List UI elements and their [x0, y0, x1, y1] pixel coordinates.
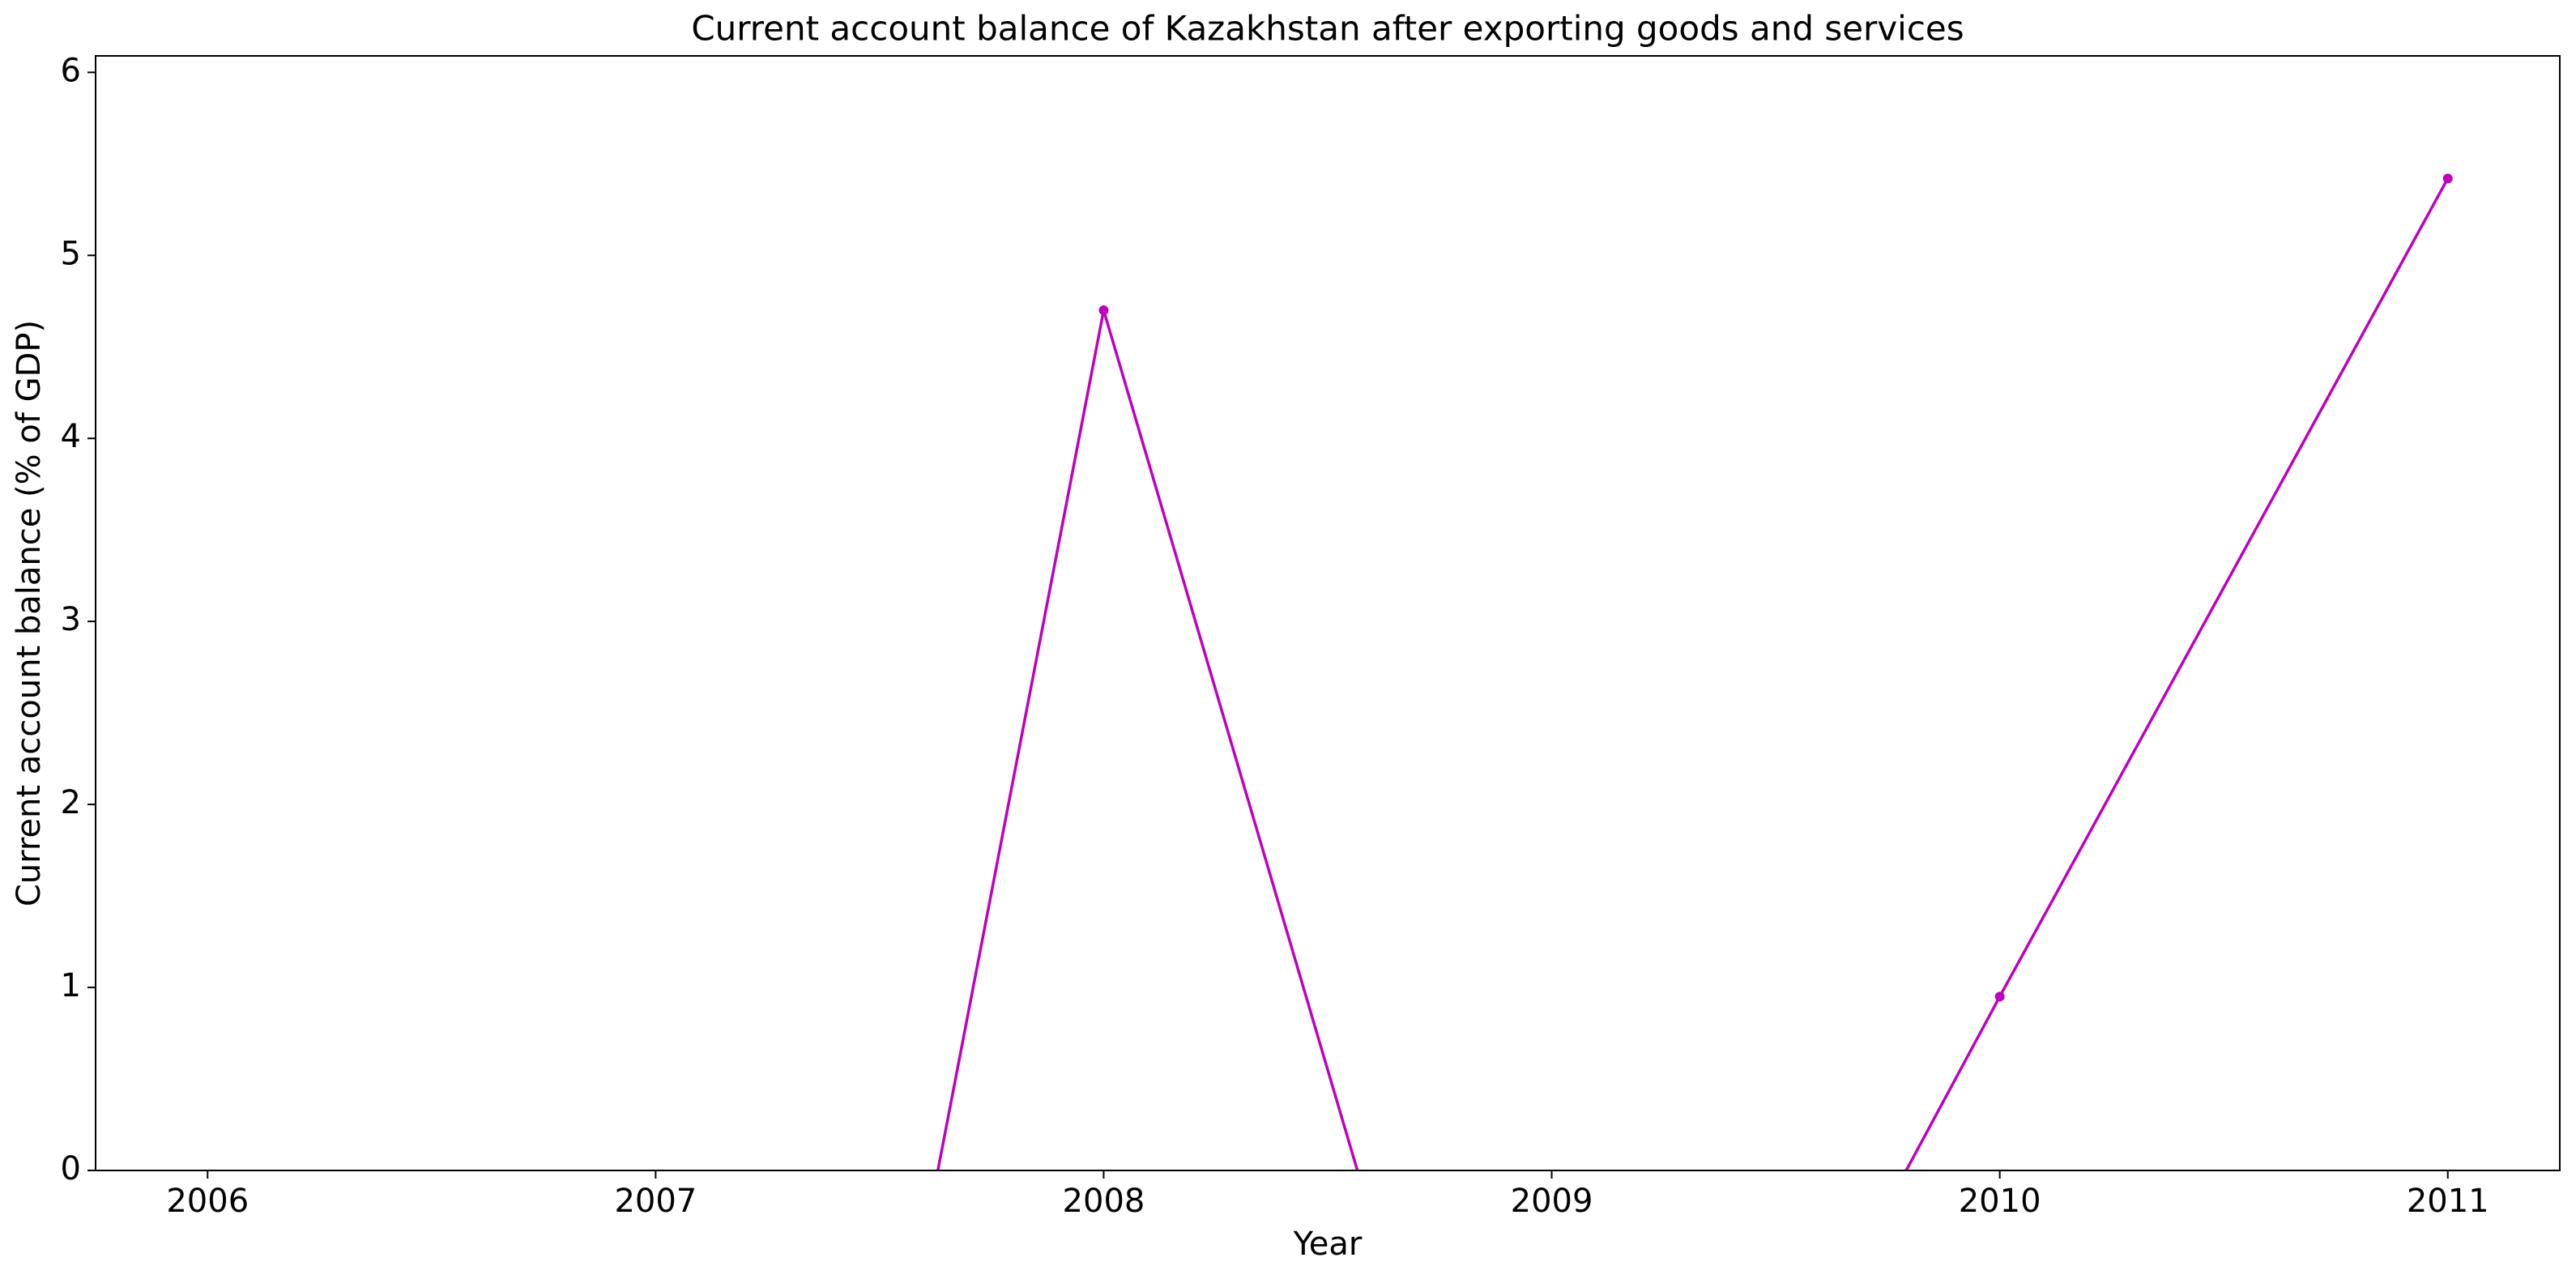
- plot-frame: [95, 55, 2561, 1171]
- x-tick-label: 2007: [614, 1183, 697, 1220]
- y-tick-label: 4: [61, 418, 81, 455]
- point: [2442, 173, 2453, 184]
- x-axis-label: Year: [1293, 1226, 1363, 1263]
- point: [1098, 305, 1109, 316]
- line: [936, 177, 2450, 1170]
- x-tick-label: 2008: [1063, 1183, 1145, 1220]
- y-tick-label: 5: [61, 235, 81, 272]
- x-tick-label: 2010: [1959, 1183, 2041, 1220]
- y-tick-label: 6: [61, 52, 81, 89]
- y-tick-label: 2: [61, 784, 81, 821]
- y-tick-label: 0: [61, 1150, 81, 1187]
- x-tick-label: 2006: [166, 1183, 249, 1220]
- x-tick-label: 2009: [1511, 1183, 1593, 1220]
- x-tick-label: 2011: [2407, 1183, 2489, 1220]
- y-tick-label: 3: [61, 601, 81, 638]
- y-tick-label: 1: [61, 967, 81, 1004]
- point: [1994, 991, 2005, 1002]
- chart-title: Current account balance of Kazakhstan af…: [691, 9, 1964, 49]
- y-axis-label: Current account balance (% of GDP): [11, 320, 48, 906]
